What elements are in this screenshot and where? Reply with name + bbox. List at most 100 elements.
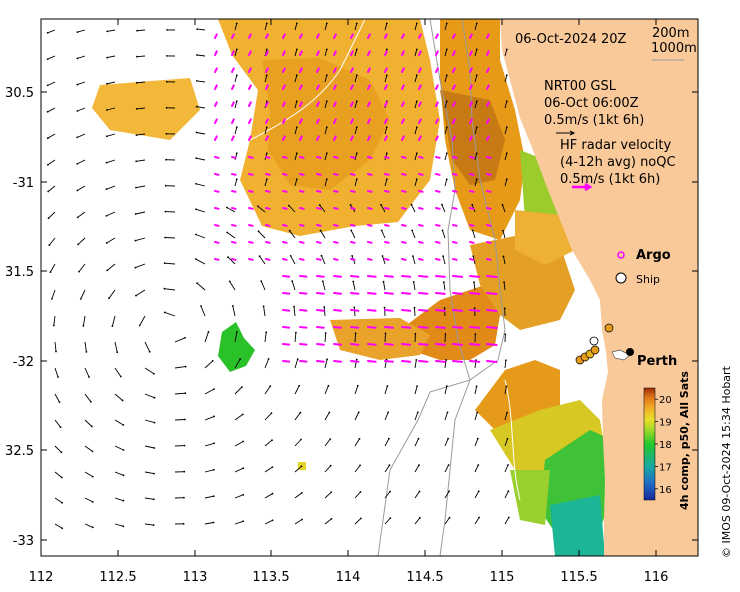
radar-arrow xyxy=(350,118,354,124)
radar-arrow xyxy=(265,84,269,90)
x-axis-labels: 112 112.5 113 113.5 114 114.5 115 115.5 … xyxy=(29,570,669,585)
radar-arrow xyxy=(282,326,291,329)
model-arrow xyxy=(195,208,206,213)
model-arrow xyxy=(473,282,476,291)
model-arrow-head xyxy=(320,254,323,257)
model-arrow-head xyxy=(211,360,214,362)
radar-arrow xyxy=(418,84,422,90)
model-arrow-head xyxy=(195,131,198,134)
model-arrow-head xyxy=(355,126,358,129)
radar-arrow xyxy=(350,224,356,227)
model-arrow-head xyxy=(184,365,187,368)
model-arrow-head xyxy=(165,80,168,83)
radar-arrow xyxy=(248,224,254,227)
radar-arrow xyxy=(401,224,407,227)
x-tick-label: 114.5 xyxy=(406,570,443,585)
model-arrow xyxy=(77,133,86,138)
model-arrow xyxy=(114,367,122,377)
model-arrow-head xyxy=(184,418,186,421)
model-arrow-head xyxy=(295,22,298,25)
model-arrow-head xyxy=(507,516,510,519)
model-arrow-head xyxy=(325,74,328,77)
model-arrow-head xyxy=(413,306,416,309)
model-arrow xyxy=(294,75,298,83)
radar-arrow xyxy=(469,241,475,244)
radar-arrow xyxy=(452,224,458,227)
model-arrow xyxy=(354,153,358,161)
radar-arrow xyxy=(367,190,373,193)
radar-arrow xyxy=(367,241,373,244)
model-arrow-head xyxy=(88,376,90,378)
model-arrow xyxy=(234,414,244,421)
radar-arrow xyxy=(316,241,322,244)
model-arrow-head xyxy=(195,233,197,236)
model-arrow-head xyxy=(116,351,119,354)
radar-arrow xyxy=(469,275,481,278)
model-arrow-head xyxy=(46,110,49,113)
radar-arrow xyxy=(333,360,343,363)
perth-marker xyxy=(611,348,634,361)
model-arrow xyxy=(54,367,59,378)
y-tick-label: 30.5 xyxy=(5,86,34,101)
radar-arrow xyxy=(299,258,305,261)
model-arrow-head xyxy=(164,184,167,187)
model-arrow-head xyxy=(166,55,168,57)
model-arrow-head xyxy=(384,332,387,335)
ship-position xyxy=(589,336,599,346)
model-arrow-head xyxy=(380,203,382,206)
radar-arrow xyxy=(333,50,337,56)
model-arrow-head xyxy=(295,48,298,51)
model-arrow xyxy=(294,492,303,499)
radar-arrow xyxy=(299,33,303,39)
radar-title: HF radar velocity xyxy=(560,138,672,153)
map-date: 06-Oct-2024 20Z xyxy=(515,32,627,47)
radar-arrow xyxy=(282,84,286,90)
model-arrow-head xyxy=(289,255,292,257)
radar-arrow xyxy=(248,84,252,90)
radar-arrow xyxy=(299,292,308,295)
model-arrow xyxy=(77,211,86,218)
model-arrow xyxy=(414,491,420,499)
radar-arrow xyxy=(435,33,439,39)
model-arrow-head xyxy=(441,203,443,206)
model-arrow-head xyxy=(448,490,450,493)
model-arrow xyxy=(84,341,87,352)
model-arrow-head xyxy=(415,126,418,129)
model-arrow-head xyxy=(165,106,168,109)
radar-arrow xyxy=(435,207,441,210)
radar-arrow xyxy=(350,67,354,73)
model-arrow-head xyxy=(163,287,166,290)
radar-arrow xyxy=(469,101,473,107)
radar-arrow xyxy=(214,84,218,90)
radar-arrow xyxy=(486,360,498,363)
model-arrow-head xyxy=(385,152,388,155)
plot-frame xyxy=(40,18,699,557)
model-arrow xyxy=(383,281,386,291)
model-arrow-head xyxy=(448,516,451,519)
y-tick-label: -31 xyxy=(13,176,34,191)
argo-marker xyxy=(617,251,625,259)
radar-arrow xyxy=(231,224,237,227)
model-arrow-head xyxy=(106,56,108,59)
model-arrow-head xyxy=(239,358,242,361)
argo-label: Argo xyxy=(636,248,671,263)
model-arrow xyxy=(174,392,186,395)
radar-arrow xyxy=(316,135,320,141)
model-arrow xyxy=(504,438,508,447)
colorbar-tick-label: 16 xyxy=(659,485,672,496)
radar-arrow xyxy=(418,50,422,56)
model-arrow xyxy=(411,204,416,213)
radar-arrow xyxy=(316,292,325,295)
radar-arrow xyxy=(384,190,390,193)
model-arrow-head xyxy=(153,472,155,475)
model-arrow xyxy=(135,289,146,296)
radar-arrow xyxy=(486,50,490,56)
model-arrow-head xyxy=(350,229,353,232)
model-arrow xyxy=(320,230,326,239)
x-tick-label: 114 xyxy=(336,570,361,585)
model-arrow-head xyxy=(385,22,388,25)
model-arrow xyxy=(324,438,331,447)
model-arrow xyxy=(114,419,124,426)
radar-arrow xyxy=(452,343,464,346)
radar-arrow xyxy=(367,84,371,90)
